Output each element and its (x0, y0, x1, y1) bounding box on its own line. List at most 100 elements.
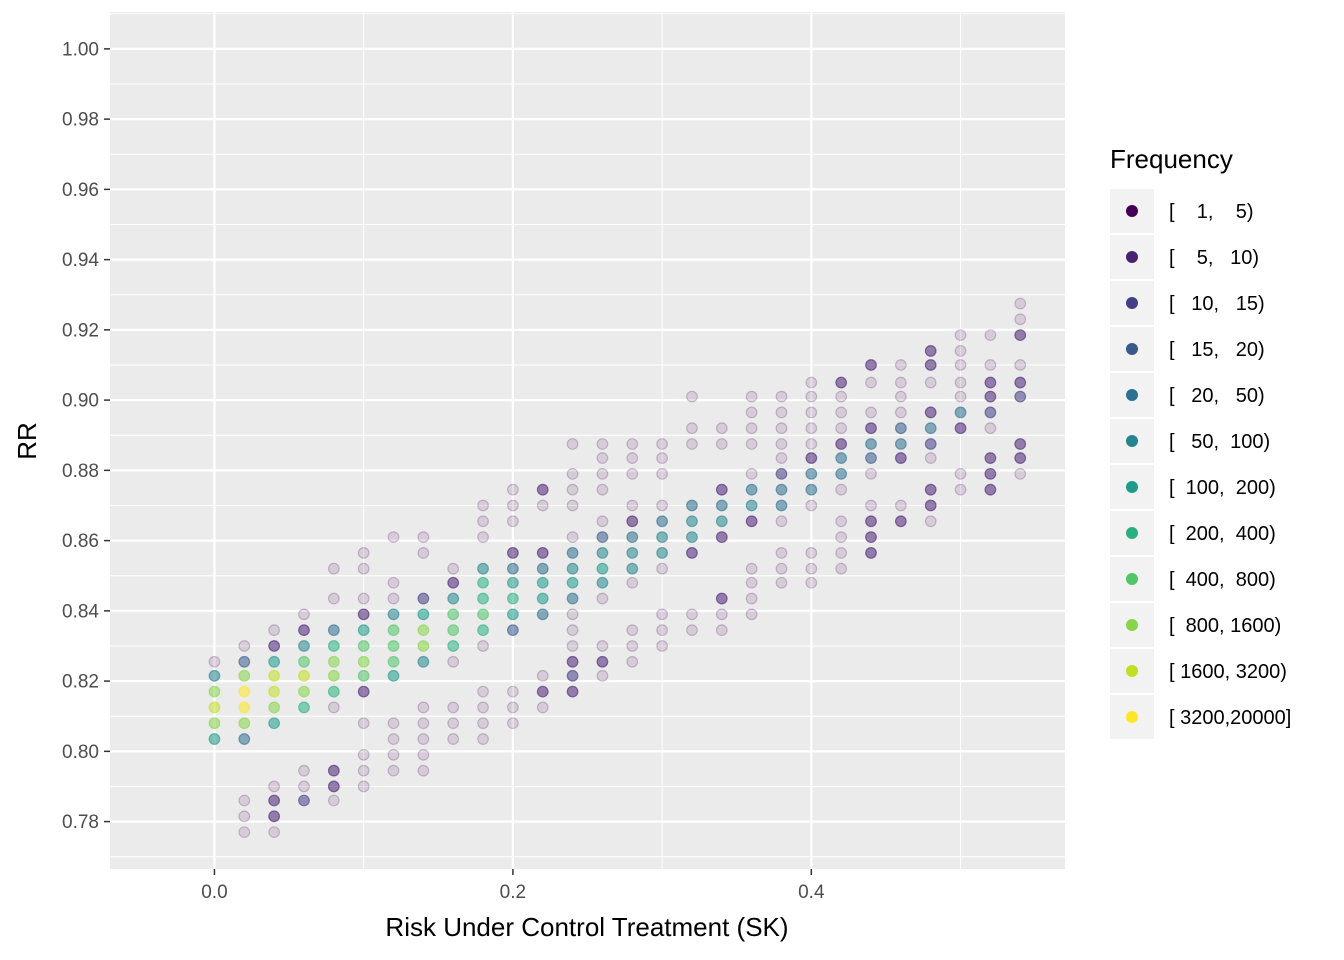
data-point (894, 390, 907, 403)
data-point (894, 515, 907, 528)
data-point (477, 576, 489, 589)
data-point (238, 655, 251, 668)
data-point (805, 422, 818, 435)
data-point (238, 669, 251, 682)
data-point (835, 422, 848, 435)
data-point (1014, 467, 1027, 480)
data-point (1014, 376, 1027, 389)
data-point (984, 390, 997, 403)
data-point (924, 406, 937, 419)
data-point (656, 562, 669, 575)
data-point (387, 717, 400, 730)
data-point (327, 685, 340, 698)
data-point (506, 608, 519, 621)
data-point (387, 531, 400, 543)
data-point (238, 826, 251, 839)
data-point (715, 624, 728, 637)
data-point (745, 499, 758, 512)
data-point (417, 764, 430, 777)
data-point (805, 438, 818, 450)
data-point (954, 422, 967, 435)
data-point (536, 685, 549, 698)
data-point (208, 733, 221, 745)
data-point (387, 592, 400, 605)
data-point (954, 329, 967, 342)
data-point (596, 640, 609, 652)
data-point (865, 438, 877, 450)
data-point (954, 483, 967, 496)
data-point (865, 531, 877, 543)
data-point (298, 780, 310, 793)
data-point (894, 438, 907, 450)
grid-major (110, 12, 1065, 869)
data-point (447, 624, 460, 637)
data-point (656, 640, 669, 652)
data-point (596, 576, 609, 589)
legend: [ 1, 5) [ 5, 10) [ 10, 15) [ 15, 20) [ 20, 5… (1110, 189, 1291, 739)
data-point (536, 669, 549, 682)
data-point (268, 826, 281, 839)
legend-key-swatch (1126, 251, 1138, 263)
data-point (954, 467, 967, 480)
legend-label: [ 3200,20000] (1169, 707, 1291, 729)
y-tick-label: 1.00 (62, 39, 99, 60)
data-point (298, 608, 310, 621)
data-point (208, 669, 221, 682)
legend-label: [ 50, 100) (1169, 431, 1270, 453)
data-point (626, 531, 639, 543)
data-point (715, 531, 728, 543)
data-point (984, 483, 997, 496)
data-point (805, 562, 818, 575)
data-point (268, 624, 281, 637)
data-point (477, 733, 489, 745)
data-point (775, 438, 788, 450)
data-point (447, 592, 460, 605)
data-point (626, 499, 639, 512)
data-point (506, 624, 519, 637)
y-tick-label: 0.92 (62, 320, 99, 341)
legend-label: [ 1, 5) (1169, 201, 1253, 223)
data-point (506, 685, 519, 698)
data-point (626, 452, 639, 464)
data-point (566, 438, 579, 450)
data-point (984, 376, 997, 389)
data-point (536, 576, 549, 589)
data-point (298, 669, 310, 682)
data-point (894, 422, 907, 435)
data-point (447, 640, 460, 652)
x-tick-label: 0.0 (201, 882, 227, 903)
data-point (656, 499, 669, 512)
data-point (656, 438, 669, 450)
y-axis: 0.78 0.80 0.82 0.84 0.86 0.88 0.90 0.92 0.94 0.96… (62, 39, 110, 833)
data-point (536, 592, 549, 605)
data-point (477, 701, 489, 714)
data-point (536, 546, 549, 559)
data-point (835, 467, 848, 480)
legend-key-swatch (1126, 619, 1138, 631)
data-point (835, 438, 848, 450)
data-point (387, 576, 400, 589)
data-point (268, 780, 281, 793)
data-point (626, 438, 639, 450)
data-point (327, 764, 340, 777)
data-point (417, 701, 430, 714)
data-point (238, 640, 251, 652)
x-axis-title: Risk Under Control Treatment (SK) (385, 912, 788, 942)
data-point (417, 717, 430, 730)
data-point (447, 608, 460, 621)
data-point (775, 422, 788, 435)
legend-key-swatch (1126, 435, 1138, 447)
data-point (686, 531, 698, 543)
data-point (506, 717, 519, 730)
data-point (805, 499, 818, 512)
data-point (596, 669, 609, 682)
data-point (924, 422, 937, 435)
data-point (238, 717, 251, 730)
data-point (924, 376, 937, 389)
data-point (686, 499, 698, 512)
data-point (686, 624, 698, 637)
legend-key-swatch (1126, 389, 1138, 401)
data-point (775, 576, 788, 589)
data-point (835, 483, 848, 496)
data-point (298, 655, 310, 668)
